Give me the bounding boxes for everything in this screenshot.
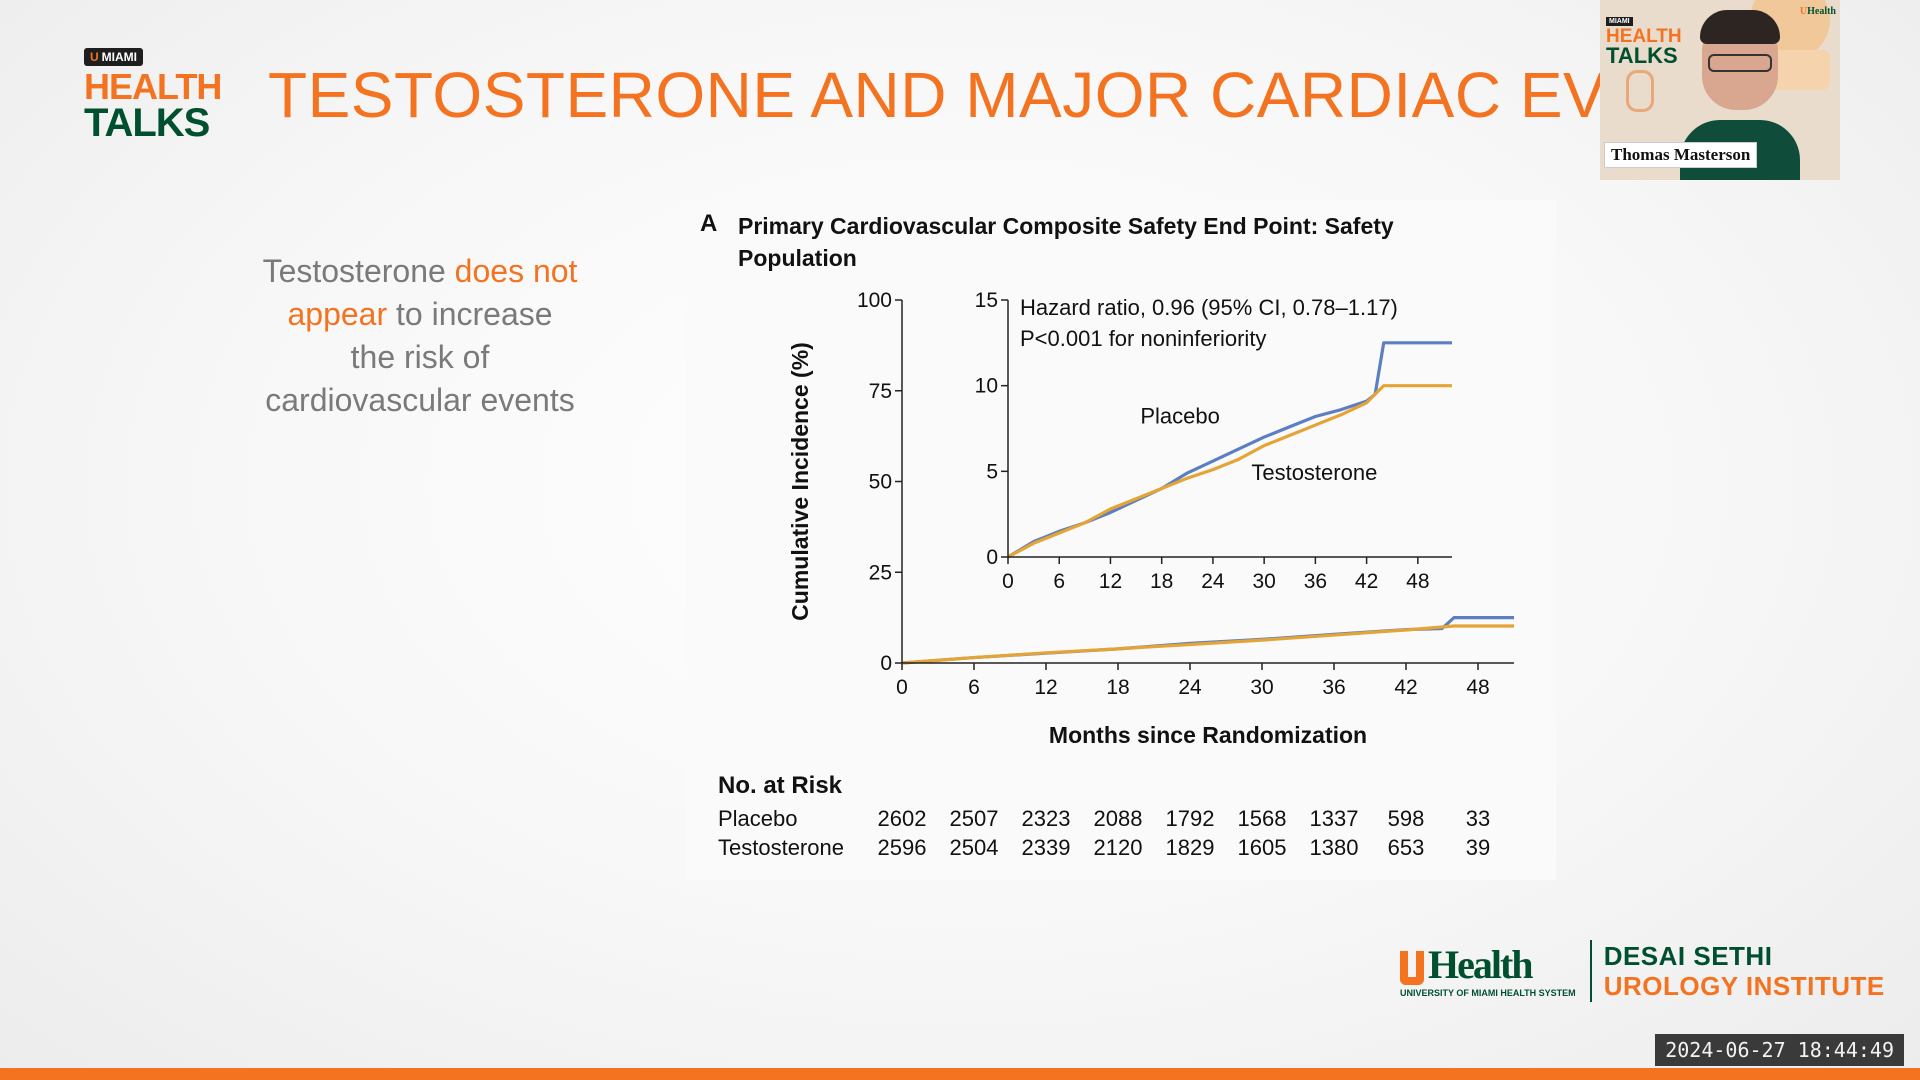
- corner-uhealth-logo: UHealth: [1800, 6, 1836, 17]
- inset-y-tick-label: 15: [975, 289, 998, 312]
- mini-health-talks-logo: MIAMI HEALTH TALKS: [1606, 10, 1682, 68]
- bullet-post: to increase the risk of cardiovascular e…: [265, 296, 575, 418]
- inset-series-placebo: [1007, 341, 1452, 559]
- brand-talks-text: TALKS: [84, 101, 210, 145]
- risk-table-heading: No. at Risk: [718, 772, 843, 799]
- inset-x-tick-label: 6: [1053, 570, 1065, 593]
- main-x-tick-label: 36: [1322, 676, 1345, 699]
- inset-x-tick-label: 42: [1355, 570, 1378, 593]
- inset-x-tick-label: 18: [1150, 570, 1173, 593]
- background-decoration: [1770, 50, 1830, 90]
- risk-cell: 1829: [1165, 835, 1215, 860]
- mini-health-text: HEALTH: [1606, 26, 1682, 47]
- risk-cell: 2602: [877, 806, 927, 831]
- footer-logo: Health UNIVERSITY OF MIAMI HEALTH SYSTEM…: [1400, 940, 1885, 1002]
- speaker-glasses: [1708, 54, 1772, 72]
- health-talks-logo: U MIAMI HEALTH TALKS: [84, 48, 224, 145]
- risk-cell: 1605: [1237, 835, 1287, 860]
- risk-cell: 2088: [1093, 806, 1143, 831]
- inset-series-testosterone: [1007, 384, 1452, 559]
- inset-series-label-placebo: Placebo: [1140, 403, 1220, 428]
- inset-x-tick-label: 36: [1304, 570, 1327, 593]
- bullet-highlight: does not appear: [287, 253, 578, 332]
- speaker-hair: [1700, 10, 1780, 44]
- main-x-tick-label: 48: [1466, 676, 1489, 699]
- risk-cell: 2339: [1021, 835, 1071, 860]
- main-y-tick-label: 75: [869, 380, 892, 403]
- main-x-tick-label: 18: [1106, 676, 1129, 699]
- u-logo-icon: U: [1799, 6, 1808, 17]
- inset-x-tick-label: 0: [1002, 570, 1014, 593]
- main-x-tick-label: 0: [896, 676, 908, 699]
- risk-cell: 2323: [1021, 806, 1071, 831]
- mini-talks-text: TALKS: [1606, 43, 1678, 68]
- risk-cell: 653: [1387, 835, 1425, 860]
- inset-y-tick-label: 5: [986, 460, 998, 483]
- speaker-avatar: [1680, 8, 1800, 180]
- main-y-axis-label: Cumulative Incidence (%): [787, 342, 813, 621]
- risk-cell: 2504: [949, 835, 999, 860]
- institute-line2: UROLOGY INSTITUTE: [1603, 971, 1885, 1001]
- brand-health-text: HEALTH: [84, 66, 222, 107]
- speaker-name-label: Thomas Masterson: [1604, 142, 1758, 168]
- u-logo-icon: U: [90, 50, 99, 64]
- miami-tag-text: MIAMI: [101, 50, 137, 64]
- bottom-accent-bar: [0, 1068, 1920, 1080]
- main-series-testosterone: [901, 624, 1514, 665]
- risk-cell: 39: [1465, 835, 1491, 860]
- institute-name: DESAI SETHI UROLOGY INSTITUTE: [1604, 941, 1885, 1001]
- inset-x-tick-label: 12: [1099, 570, 1122, 593]
- slide-bullet-text: Testosterone does not appear to increase…: [262, 250, 578, 422]
- main-x-axis-label: Months since Randomization: [1049, 722, 1367, 748]
- risk-cell: 33: [1465, 806, 1491, 831]
- uhealth-word: Health: [1428, 941, 1534, 987]
- bullet-pre: Testosterone: [262, 253, 455, 289]
- inset-x-tick-label: 24: [1201, 570, 1225, 593]
- figure-panel-letter: A: [700, 210, 718, 237]
- inset-series-label-testosterone: Testosterone: [1251, 460, 1377, 485]
- main-y-tick-label: 50: [869, 471, 892, 494]
- microphone-icon: [1626, 70, 1654, 112]
- risk-cell: 2596: [877, 835, 927, 860]
- uhealth-logo: Health UNIVERSITY OF MIAMI HEALTH SYSTEM: [1400, 941, 1576, 998]
- u-logo-icon: [1400, 950, 1424, 985]
- inset-y-tick-label: 10: [975, 375, 998, 398]
- main-y-tick-label: 25: [869, 561, 892, 584]
- inset-x-tick-label: 30: [1252, 570, 1275, 593]
- corner-logo-text: Health: [1807, 6, 1836, 17]
- inset-annotation-p-value: P<0.001 for noninferiority: [1020, 326, 1266, 351]
- risk-cell: 2120: [1093, 835, 1143, 860]
- risk-cell: 1337: [1309, 806, 1359, 831]
- miami-tag: U MIAMI: [84, 48, 143, 66]
- inset-y-tick-label: 0: [986, 546, 998, 569]
- inset-annotation-hazard-ratio: Hazard ratio, 0.96 (95% CI, 0.78–1.17): [1020, 295, 1398, 320]
- inset-x-tick-label: 48: [1406, 570, 1429, 593]
- recording-timestamp: 2024-06-27 18:44:49: [1655, 1034, 1904, 1066]
- risk-row-label: Testosterone: [718, 835, 844, 860]
- main-x-tick-label: 12: [1034, 676, 1057, 699]
- figure-title: Primary Cardiovascular Composite Safety …: [738, 213, 1394, 271]
- main-x-tick-label: 24: [1178, 676, 1202, 699]
- slide-title: TESTOSTERONE AND MAJOR CARDIAC EVENTS: [268, 59, 1779, 131]
- risk-row-label: Placebo: [718, 806, 798, 831]
- footer-divider: [1589, 940, 1592, 1002]
- speaker-video-tile[interactable]: MIAMI HEALTH TALKS UHealth Thomas Master…: [1600, 0, 1840, 180]
- risk-cell: 1380: [1309, 835, 1359, 860]
- uhealth-subtitle: UNIVERSITY OF MIAMI HEALTH SYSTEM: [1400, 987, 1576, 998]
- risk-cell: 1792: [1165, 806, 1215, 831]
- risk-cell: 598: [1387, 806, 1425, 831]
- uhealth-mark: Health: [1400, 941, 1576, 987]
- mini-miami-tag: MIAMI: [1606, 17, 1633, 26]
- figure-panel: A Primary Cardiovascular Composite Safet…: [686, 200, 1556, 880]
- institute-line1: DESAI SETHI: [1603, 941, 1773, 971]
- risk-cell: 1568: [1237, 806, 1287, 831]
- main-x-tick-label: 42: [1394, 676, 1417, 699]
- main-x-tick-label: 6: [968, 676, 980, 699]
- risk-cell: 2507: [949, 806, 999, 831]
- main-x-tick-label: 30: [1250, 676, 1273, 699]
- main-y-tick-label: 0: [880, 652, 892, 675]
- main-y-tick-label: 100: [857, 289, 892, 312]
